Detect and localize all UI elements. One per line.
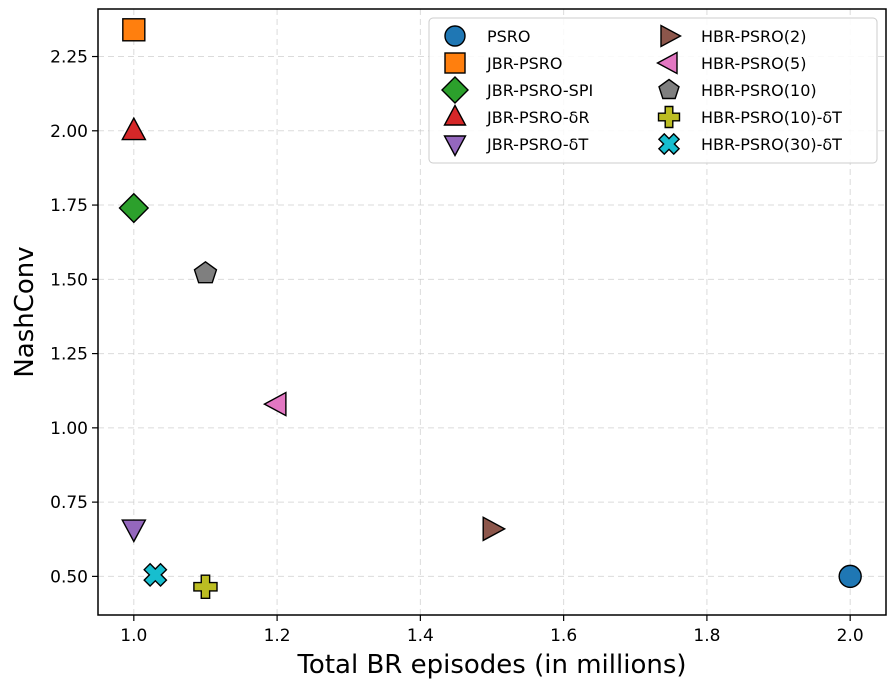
x-tick-label: 1.2 xyxy=(264,626,291,646)
x-tick-label: 1.8 xyxy=(693,626,720,646)
y-tick-label: 1.00 xyxy=(50,419,88,439)
legend-marker xyxy=(657,105,681,129)
data-point xyxy=(193,574,218,600)
legend-box xyxy=(428,17,878,164)
x-tick-label: 1.0 xyxy=(120,626,147,646)
data-point xyxy=(838,564,862,589)
legend-label: HBR-PSRO(10)-δT xyxy=(701,108,842,127)
data-point xyxy=(121,519,147,543)
ticks-layer: 1.0 1.2 1.4 1.6 1.8 2.0 0.50 0.75 1.00 1.25 1.50 1.… xyxy=(50,48,864,646)
x-tick-label: 1.4 xyxy=(407,626,434,646)
legend-label: HBR-PSRO(10) xyxy=(701,81,817,100)
data-point xyxy=(482,516,507,542)
x-axis-label: Total BR episodes (in millions) xyxy=(296,650,686,680)
legend: PSRO JBR-PSRO JBR-PSRO-SPI JBR-PSRO-δR JBR-P… xyxy=(428,17,878,164)
y-tick-label: 1.75 xyxy=(50,196,88,216)
legend-marker xyxy=(444,52,466,74)
y-tick-label: 1.25 xyxy=(50,345,88,365)
y-tick-label: 1.50 xyxy=(50,270,88,290)
legend-marker xyxy=(660,24,682,48)
legend-label: HBR-PSRO(2) xyxy=(701,27,806,46)
legend-marker xyxy=(658,78,680,100)
legend-marker xyxy=(441,76,469,104)
y-tick-label: 0.50 xyxy=(50,567,88,587)
x-tick-label: 2.0 xyxy=(837,626,864,646)
data-point xyxy=(193,260,218,284)
y-tick-label: 2.00 xyxy=(50,122,88,142)
legend-marker xyxy=(444,25,466,47)
y-axis-label: NashConv xyxy=(10,246,40,377)
legend-label: JBR-PSRO-δT xyxy=(486,135,588,154)
y-tick-label: 0.75 xyxy=(50,493,88,513)
data-point xyxy=(143,562,168,588)
x-tick-label: 1.6 xyxy=(550,626,577,646)
y-tick-label: 2.25 xyxy=(50,48,88,68)
legend-label: HBR-PSRO(5) xyxy=(701,54,806,73)
legend-marker xyxy=(656,51,678,75)
data-point xyxy=(122,18,146,42)
legend-label: PSRO xyxy=(487,27,531,46)
legend-label: JBR-PSRO-SPI xyxy=(486,81,593,100)
data-point xyxy=(121,116,147,141)
data-point xyxy=(262,391,287,417)
marks-layer xyxy=(118,18,862,600)
legend-label: JBR-PSRO-δR xyxy=(486,108,590,127)
legend-marker xyxy=(443,104,467,126)
plot-frame xyxy=(97,8,887,616)
legend-label: HBR-PSRO(30)-δT xyxy=(701,135,842,154)
legend-marker xyxy=(443,135,467,157)
legend-marker xyxy=(657,132,681,156)
legend-label: JBR-PSRO xyxy=(486,54,562,73)
data-point xyxy=(118,192,150,224)
